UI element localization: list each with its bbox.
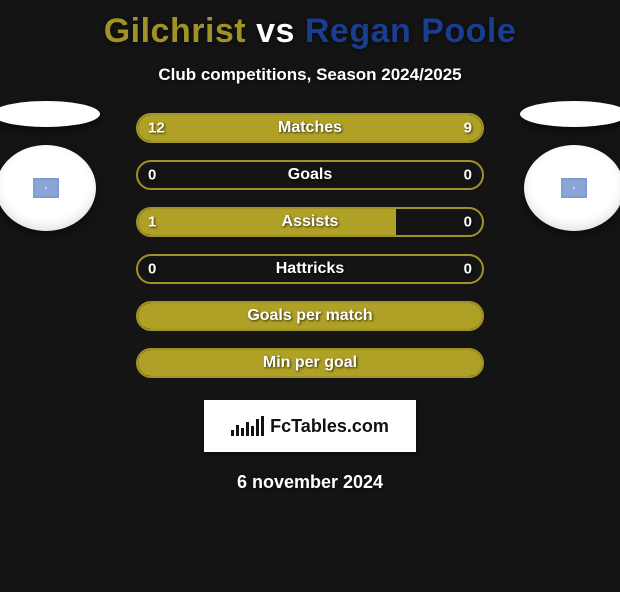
stat-fill-right bbox=[334, 115, 482, 141]
brand-text: FcTables.com bbox=[270, 416, 389, 437]
brand-chart-icon bbox=[231, 416, 264, 436]
player-right-name: Regan Poole bbox=[305, 12, 516, 50]
snapshot-date: 6 november 2024 bbox=[0, 472, 620, 493]
stat-value-left: 0 bbox=[148, 261, 156, 278]
stat-row: 0 0 Hattricks bbox=[136, 254, 484, 284]
vs-separator: vs bbox=[246, 12, 305, 50]
stat-label: Min per goal bbox=[263, 354, 357, 372]
stat-row: Goals per match bbox=[136, 301, 484, 331]
stat-value-left: 0 bbox=[148, 167, 156, 184]
stat-value-right: 9 bbox=[464, 120, 472, 137]
comparison-title: Gilchrist vs Regan Poole bbox=[0, 12, 620, 51]
stat-row: Min per goal bbox=[136, 348, 484, 378]
stat-value-right: 0 bbox=[464, 214, 472, 231]
player-left-ellipse-icon bbox=[0, 101, 100, 127]
club-logo-left-icon: · bbox=[33, 178, 59, 198]
stat-label: Hattricks bbox=[276, 260, 344, 278]
stat-label: Goals per match bbox=[247, 307, 372, 325]
stat-row: 0 0 Goals bbox=[136, 160, 484, 190]
stat-value-right: 0 bbox=[464, 167, 472, 184]
player-left-badge: · bbox=[0, 101, 116, 231]
stat-row: 1 0 Assists bbox=[136, 207, 484, 237]
stat-rows: 12 9 Matches 0 0 Goals 1 0 Assists 0 0 Hattricks Goa… bbox=[136, 113, 484, 378]
stat-value-left: 1 bbox=[148, 214, 156, 231]
stat-label: Matches bbox=[278, 119, 342, 137]
comparison-panel: · · 12 9 Matches 0 0 Goals 1 0 Assists 0 0 Hattrick… bbox=[0, 113, 620, 493]
subtitle: Club competitions, Season 2024/2025 bbox=[0, 65, 620, 85]
player-left-club-icon: · bbox=[0, 145, 96, 231]
stat-row: 12 9 Matches bbox=[136, 113, 484, 143]
club-logo-right-icon: · bbox=[561, 178, 587, 198]
player-right-ellipse-icon bbox=[520, 101, 620, 127]
stat-fill-left bbox=[138, 209, 396, 235]
player-right-club-icon: · bbox=[524, 145, 620, 231]
player-right-badge: · bbox=[504, 101, 620, 231]
brand-box[interactable]: FcTables.com bbox=[204, 400, 416, 452]
player-left-name: Gilchrist bbox=[104, 12, 246, 50]
stat-value-right: 0 bbox=[464, 261, 472, 278]
stat-label: Goals bbox=[288, 166, 332, 184]
stat-value-left: 12 bbox=[148, 120, 165, 137]
stat-label: Assists bbox=[282, 213, 339, 231]
